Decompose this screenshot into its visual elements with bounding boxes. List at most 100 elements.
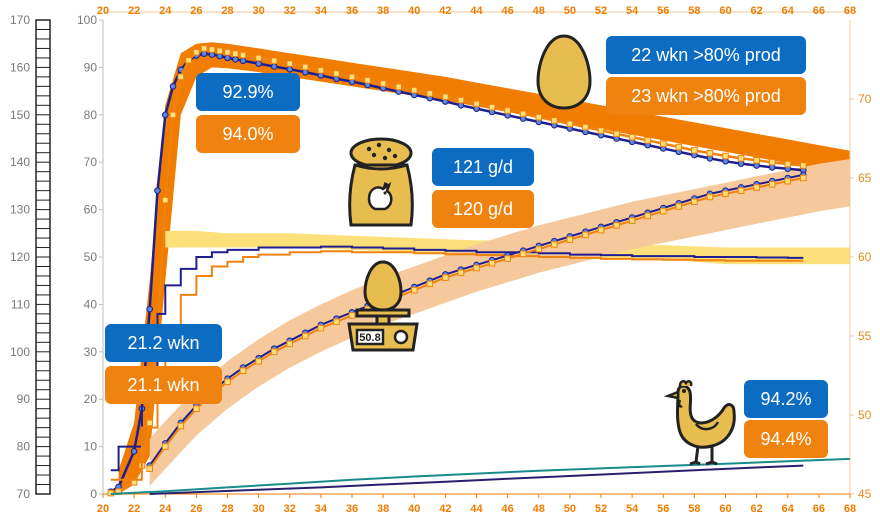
- point-egg_weight_orange: [146, 465, 153, 473]
- prod80-orange-label: 23 wkn >80% prod: [606, 77, 806, 115]
- point-production_orange: [519, 110, 527, 118]
- point-production_orange: [169, 111, 177, 119]
- point-egg_weight_orange: [675, 203, 683, 210]
- x-tick-label-bottom: 52: [595, 503, 607, 515]
- x-tick-label-top: 56: [657, 5, 669, 17]
- point-production_orange: [410, 86, 418, 94]
- point-production_blue: [169, 83, 177, 90]
- x-tick-label-bottom: 20: [97, 503, 109, 515]
- outer-y-tick-label: 160: [10, 60, 30, 74]
- right-y-tick-label: 60: [858, 250, 872, 264]
- point-production_orange: [224, 48, 231, 56]
- point-production_orange: [582, 123, 589, 131]
- inner-y-tick-label: 40: [84, 297, 98, 311]
- point-egg_weight_orange: [768, 181, 776, 188]
- x-tick-label-top: 46: [502, 5, 514, 17]
- point-production_orange: [644, 137, 651, 144]
- point-egg_weight_orange: [177, 422, 185, 430]
- x-tick-label-top: 58: [688, 5, 700, 17]
- point-production_orange: [302, 63, 309, 71]
- x-tick-label-top: 62: [751, 5, 763, 17]
- point-egg_weight_orange: [722, 190, 729, 198]
- x-tick-label-top: 52: [595, 5, 607, 17]
- point-egg_weight_orange: [317, 324, 325, 332]
- point-production_blue: [154, 187, 161, 194]
- right-y-tick-label: 45: [858, 487, 872, 501]
- x-tick-label-top: 32: [284, 5, 296, 17]
- x-tick-label-bottom: 46: [502, 503, 514, 515]
- peak-orange-label: 94.0%: [196, 115, 300, 153]
- point-production_orange: [737, 155, 745, 162]
- inner-y-tick-label: 60: [84, 203, 98, 217]
- point-egg_weight_orange: [410, 286, 418, 294]
- right-y-tick-label: 55: [858, 329, 872, 343]
- x-tick-label-bottom: 24: [159, 503, 172, 515]
- point-egg_weight_orange: [535, 245, 543, 253]
- outer-y-tick-label: 110: [11, 297, 30, 311]
- x-tick-label-bottom: 60: [719, 503, 731, 515]
- point-egg_weight_orange: [457, 269, 465, 277]
- point-egg_weight_orange: [784, 177, 792, 185]
- band-egg_weight_standard: [149, 159, 850, 487]
- x-tick-label-bottom: 42: [439, 503, 451, 515]
- point-egg_weight_orange: [504, 255, 511, 262]
- x-tick-label-bottom: 30: [253, 503, 265, 515]
- x-tick-label-bottom: 48: [533, 503, 545, 515]
- point-production_orange: [722, 152, 729, 160]
- inner-y-tick-label: 100: [77, 13, 97, 27]
- x-tick-label-bottom: 26: [190, 503, 202, 515]
- inner-y-tick-label: 30: [84, 345, 98, 359]
- point-egg_weight_orange: [255, 357, 262, 365]
- point-egg_weight_orange: [348, 312, 356, 319]
- point-egg_weight_orange: [302, 332, 309, 340]
- point-production_orange: [286, 60, 294, 67]
- point-production_orange: [551, 117, 558, 124]
- point-production_orange: [208, 46, 216, 53]
- point-production_orange: [457, 96, 465, 104]
- point-egg_weight_orange: [270, 348, 278, 356]
- series-line-feed_blue: [110, 245, 804, 472]
- point-egg_weight_orange: [333, 318, 340, 326]
- outer-y-tick-label: 150: [10, 108, 30, 122]
- x-tick-label-top: 68: [844, 5, 856, 17]
- x-tick-label-bottom: 62: [751, 503, 763, 515]
- point-egg_weight_orange: [224, 378, 231, 386]
- point-production_orange: [364, 76, 371, 84]
- x-tick-label-bottom: 40: [408, 503, 420, 515]
- point-production_orange: [239, 51, 247, 59]
- point-egg_weight_orange: [473, 264, 480, 272]
- point-production_orange: [333, 70, 340, 77]
- point-production_blue: [146, 305, 153, 313]
- point-egg_weight_orange: [659, 207, 667, 215]
- point-production_orange: [628, 133, 636, 141]
- x-tick-label-bottom: 66: [813, 503, 825, 515]
- x-tick-label-bottom: 34: [315, 503, 328, 515]
- inner-y-tick-label: 80: [84, 108, 98, 122]
- x-tick-label-top: 38: [377, 5, 389, 17]
- x-tick-label-top: 20: [97, 5, 109, 17]
- prod80-blue-label: 22 wkn >80% prod: [606, 36, 806, 74]
- outer-y-tick-label: 100: [10, 345, 30, 359]
- point-egg_weight_orange: [800, 174, 807, 182]
- x-tick-label-bottom: 68: [844, 503, 856, 515]
- axes: 0 10 20 30 40 50 60 70 80 90 100 45 50 55 60 65 70 20 20 22…: [77, 5, 872, 515]
- x-tick-label-bottom: 58: [688, 503, 700, 515]
- point-production_orange: [255, 54, 262, 62]
- outer-y-tick-label: 70: [17, 487, 31, 501]
- point-production_orange: [270, 57, 278, 65]
- inner-y-tick-label: 70: [84, 155, 98, 169]
- outer-y-tick-label: 140: [10, 155, 30, 169]
- feed-blue-label: 121 g/d: [432, 148, 534, 186]
- point-production_orange: [200, 45, 208, 52]
- point-production_orange: [597, 127, 605, 134]
- point-egg_weight_orange: [737, 187, 745, 194]
- x-tick-label-top: 28: [221, 5, 233, 17]
- x-tick-label-top: 66: [813, 5, 825, 17]
- x-tick-label-bottom: 50: [564, 503, 576, 515]
- scale-display-text: 50.8: [359, 332, 380, 344]
- outer-y-tick-label: 80: [17, 440, 31, 454]
- point-production_orange: [193, 48, 200, 56]
- point-egg_weight_orange: [286, 340, 294, 348]
- point-production_orange: [659, 140, 667, 148]
